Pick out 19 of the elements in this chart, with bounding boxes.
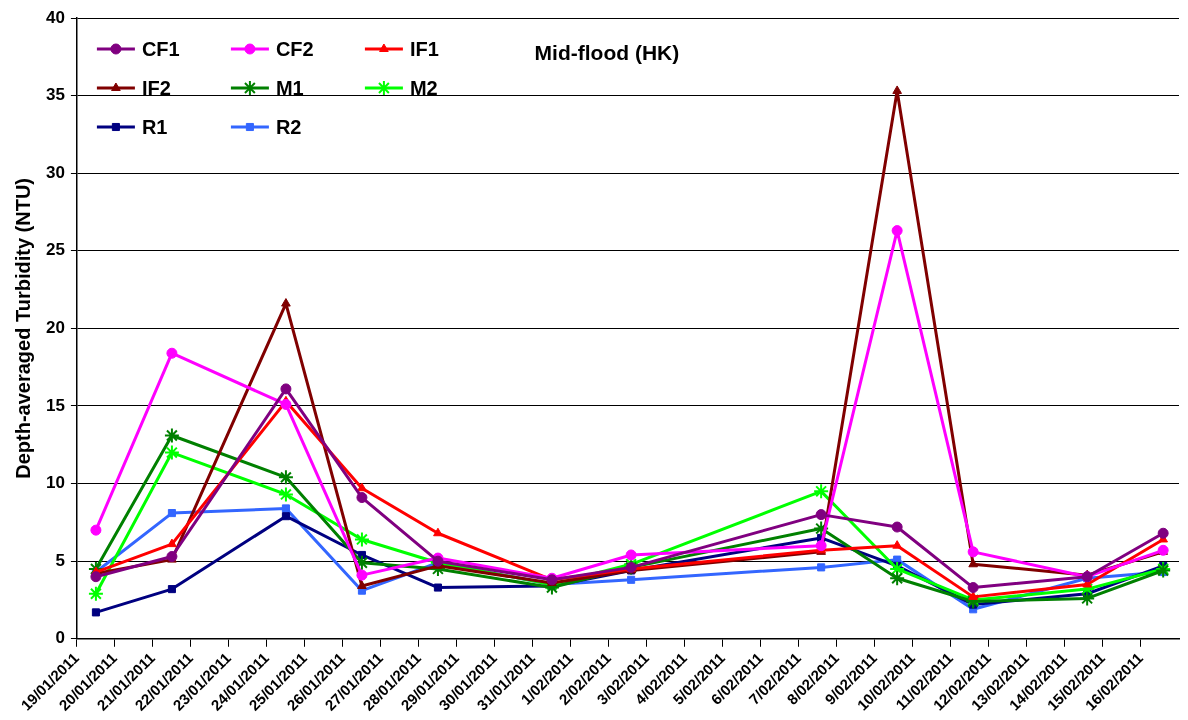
y-tick-label: 10 bbox=[45, 473, 65, 493]
y-tick-label: 20 bbox=[45, 318, 65, 338]
y-tick-label: 15 bbox=[45, 395, 65, 415]
y-axis-title: Depth-averaged Turbidity (NTU) bbox=[11, 178, 34, 479]
legend-label: IF1 bbox=[409, 37, 439, 60]
y-tick-label: 0 bbox=[55, 628, 65, 648]
legend-label: R2 bbox=[275, 115, 302, 138]
legend-label: IF2 bbox=[141, 76, 171, 99]
y-tick-label: 5 bbox=[55, 550, 65, 570]
text: Mid-flood (HK) bbox=[534, 40, 680, 64]
legend-label: M2 bbox=[409, 76, 438, 99]
y-tick-label: 30 bbox=[45, 162, 65, 182]
legend-label: M1 bbox=[275, 76, 304, 99]
legend-label: R1 bbox=[141, 115, 168, 138]
legend-label: CF2 bbox=[275, 37, 314, 60]
legend-label: CF1 bbox=[141, 37, 180, 60]
y-tick-label: 35 bbox=[45, 85, 65, 105]
y-tick-label: 25 bbox=[45, 240, 65, 260]
y-tick-label: 40 bbox=[45, 7, 65, 27]
